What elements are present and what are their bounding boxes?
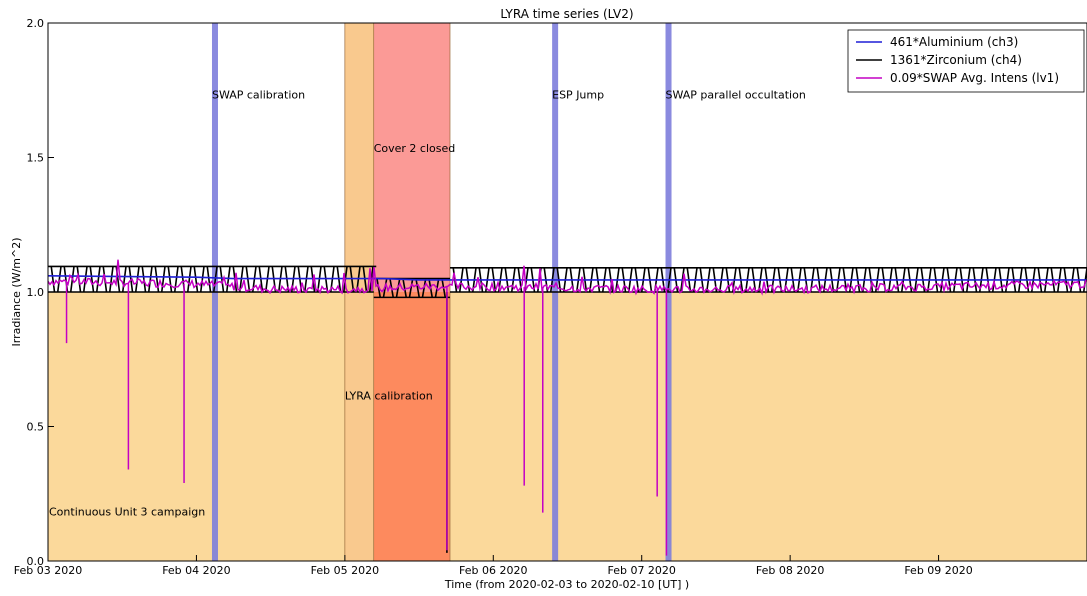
series-swap-lv1 <box>47 259 1087 556</box>
x-tick-label: Feb 08 2020 <box>756 564 824 577</box>
series-lines <box>47 259 1087 556</box>
label-marker-2: SWAP parallel occultation <box>666 88 806 101</box>
x-axis-label: Time (from 2020-02-03 to 2020-02-10 [UT]… <box>444 578 689 591</box>
legend-label: 0.09*SWAP Avg. Intens (lv1) <box>890 71 1059 85</box>
y-tick-label: 0.5 <box>27 421 45 434</box>
series-aluminium-ch3 <box>47 275 1087 281</box>
y-tick-label: 1.0 <box>27 286 45 299</box>
legend-label: 461*Aluminium (ch3) <box>890 35 1018 49</box>
legend-label: 1361*Zirconium (ch4) <box>890 53 1022 67</box>
y-tick-label: 0.0 <box>27 555 45 568</box>
x-tick-label: Feb 09 2020 <box>904 564 972 577</box>
label-lyra-calibration: LYRA calibration <box>345 390 433 403</box>
legend-box <box>847 29 1085 93</box>
legend: 461*Aluminium (ch3) 1361*Zirconium (ch4) 0… <box>847 29 1085 93</box>
shaded-region <box>373 292 450 561</box>
shaded-region <box>48 292 1087 561</box>
label-cover-closed: Cover 2 closed <box>374 142 456 155</box>
series-zirconium-ch4 <box>48 265 1087 553</box>
x-tick-label: Feb 04 2020 <box>162 564 230 577</box>
label-marker-0: SWAP calibration <box>212 88 305 101</box>
label-marker-1: ESP Jump <box>552 88 604 101</box>
shaded-region <box>373 23 450 292</box>
y-tick-label: 2.0 <box>27 17 45 30</box>
annotations: Continuous Unit 3 campaign Cover 2 closed… <box>49 88 806 518</box>
chart-title: LYRA time series (LV2) <box>500 7 633 21</box>
x-tick-label: Feb 05 2020 <box>311 564 379 577</box>
x-tick-label: Feb 03 2020 <box>14 564 82 577</box>
x-tick-label: Feb 07 2020 <box>607 564 675 577</box>
y-tick-label: 1.5 <box>27 152 45 165</box>
label-campaign: Continuous Unit 3 campaign <box>49 505 205 518</box>
y-axis-label: Irradiance (W/m^2) <box>10 238 23 347</box>
axes: 0.0 0.5 1.0 1.5 2.0 Feb 03 2020 Feb 04 2020 Feb… <box>14 17 1087 577</box>
x-tick-label: Feb 06 2020 <box>459 564 527 577</box>
shaded-regions <box>48 23 1087 561</box>
